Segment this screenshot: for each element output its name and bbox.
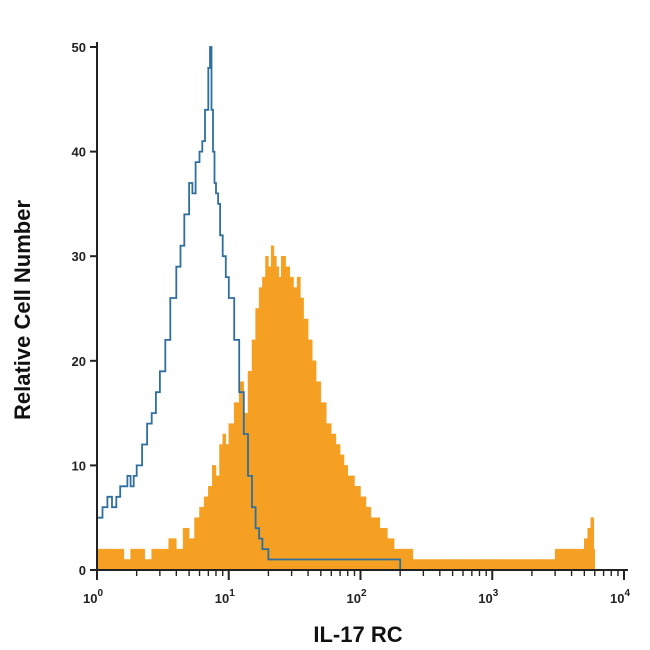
y-tick-label: 40 (72, 145, 86, 160)
y-tick-label: 10 (72, 458, 86, 473)
x-tick-label: 101 (215, 588, 235, 606)
y-tick-label: 50 (72, 40, 86, 55)
x-tick-label: 103 (478, 588, 498, 606)
x-tick-label: 100 (83, 588, 103, 606)
outline-histogram-series (97, 46, 626, 571)
filled-histogram-series (96, 245, 597, 571)
x-axis-ticks: 100 101 102 103 104 (83, 570, 630, 606)
y-tick-label: 20 (72, 354, 86, 369)
axes (96, 42, 628, 571)
y-tick-label: 0 (79, 563, 86, 578)
x-tick-label: 104 (610, 588, 630, 606)
y-axis-title: Relative Cell Number (10, 200, 35, 421)
y-axis-ticks: 0 10 20 30 40 50 (72, 40, 97, 578)
y-tick-label: 30 (72, 249, 86, 264)
x-tick-label: 102 (346, 588, 366, 606)
x-axis-title: IL-17 RC (313, 622, 402, 647)
plot-series (96, 46, 626, 571)
